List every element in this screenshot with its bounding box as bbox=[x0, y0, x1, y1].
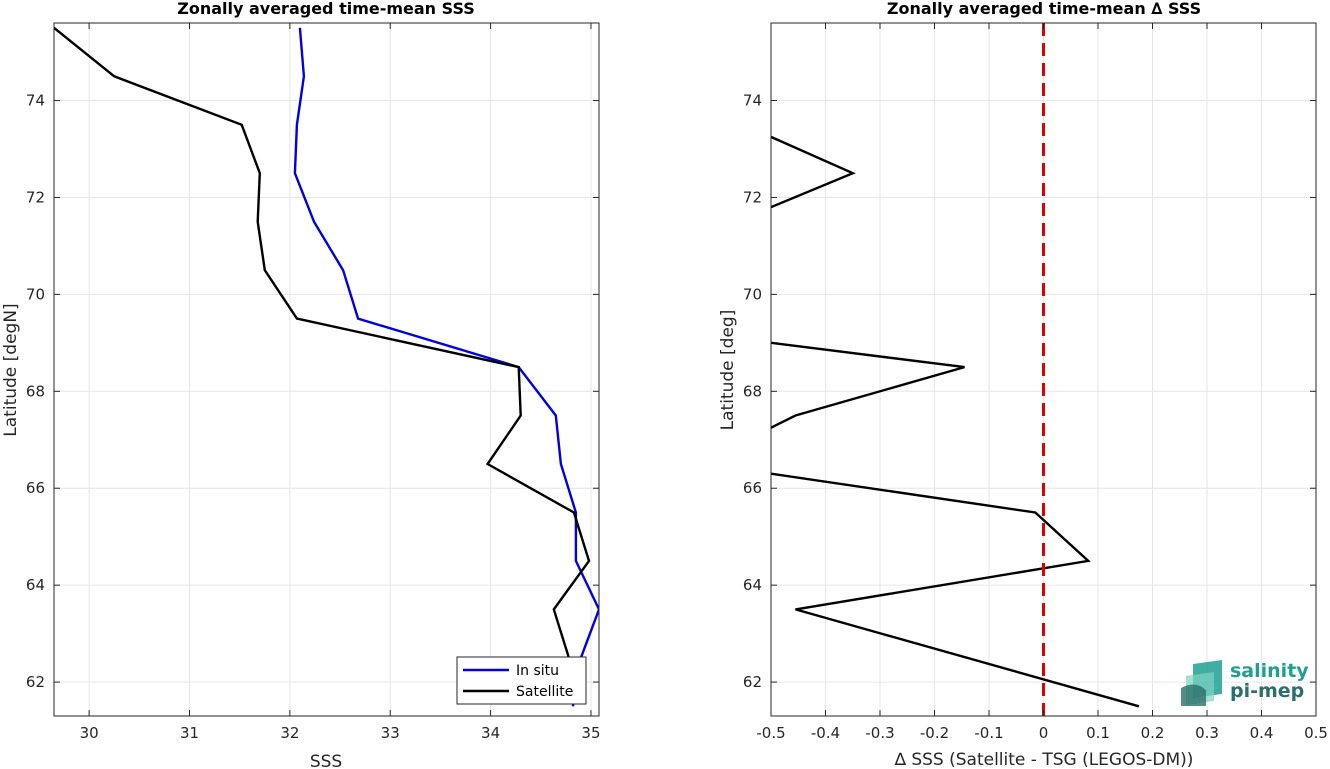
delta-sss-x-tick-label: -0.3 bbox=[865, 724, 894, 742]
sss-y-tick-label: 64 bbox=[26, 576, 45, 594]
sss-y-tick-label: 62 bbox=[26, 673, 45, 691]
delta-sss-panel-title: Zonally averaged time-mean ∆ SSS bbox=[887, 0, 1201, 18]
sss-y-tick-label: 74 bbox=[26, 92, 45, 110]
sss-panel: Zonally averaged time-mean SSS 30 31 32 33 3… bbox=[1, 0, 601, 769]
delta-sss-y-tick-label: 64 bbox=[743, 576, 762, 594]
delta-sss-x-tick-label: 0.4 bbox=[1250, 724, 1274, 742]
sss-series-group bbox=[54, 26, 599, 707]
delta-sss-x-tick-label: 0.2 bbox=[1141, 724, 1165, 742]
delta-sss-y-axis-label: Latitude [deg] bbox=[718, 310, 738, 431]
sss-y-tick-label: 72 bbox=[26, 188, 45, 206]
delta-sss-y-tick-label: 62 bbox=[743, 673, 762, 691]
sss-tick-group: 30 31 32 33 34 35 62 64 66 68 70 72 74 bbox=[26, 23, 601, 742]
legend-label-in-situ: In situ bbox=[516, 663, 559, 679]
delta-sss-x-tick-label: 0 bbox=[1039, 724, 1049, 742]
sss-y-tick-label: 68 bbox=[26, 382, 45, 400]
sss-y-tick-label: 66 bbox=[26, 479, 45, 497]
legend-label-satellite: Satellite bbox=[516, 684, 573, 700]
delta-sss-y-tick-label: 68 bbox=[743, 382, 762, 400]
legend-box bbox=[456, 656, 587, 705]
logo-text-salinity: salinity bbox=[1230, 660, 1309, 682]
delta-sss-tick-group: -0.5 -0.4 -0.3 -0.2 -0.1 0 0.1 0.2 0.3 0.4 0.5 62 64… bbox=[743, 23, 1328, 742]
delta-sss-y-tick-label: 74 bbox=[743, 92, 762, 110]
delta-sss-series-group bbox=[771, 23, 1140, 716]
delta-sss-x-tick-label: 0.3 bbox=[1195, 724, 1219, 742]
delta-sss-x-tick-label: -0.4 bbox=[811, 724, 840, 742]
delta-sss-x-tick-label: 0.1 bbox=[1086, 724, 1110, 742]
sss-y-tick-label: 70 bbox=[26, 285, 45, 303]
logo-wave-shape bbox=[1181, 684, 1206, 706]
delta-sss-x-tick-label: -0.5 bbox=[756, 724, 785, 742]
delta-sss-x-tick-label: -0.2 bbox=[920, 724, 949, 742]
sss-y-axis-label: Latitude [degN] bbox=[1, 303, 21, 436]
delta-sss-difference-line bbox=[771, 135, 856, 209]
sss-x-tick-label: 35 bbox=[581, 724, 600, 742]
sss-axes-box bbox=[53, 22, 600, 717]
delta-sss-y-tick-label: 72 bbox=[743, 188, 762, 206]
sss-x-axis-label: SSS bbox=[310, 752, 342, 769]
sss-x-tick-label: 31 bbox=[180, 724, 199, 742]
delta-sss-x-axis-label: ∆ SSS (Satellite - TSG (LEGOS-DM)) bbox=[894, 750, 1194, 769]
delta-sss-difference-line bbox=[771, 472, 1140, 708]
salinity-pi-mep-logo: salinity pi-mep bbox=[1181, 660, 1309, 706]
sss-grid bbox=[54, 23, 599, 716]
delta-sss-y-tick-label: 70 bbox=[743, 285, 762, 303]
sss-legend: In situ Satellite bbox=[456, 656, 587, 705]
sss-x-tick-label: 32 bbox=[280, 724, 299, 742]
delta-sss-difference-line bbox=[771, 341, 965, 429]
delta-sss-x-tick-label: -0.1 bbox=[974, 724, 1003, 742]
sss-x-tick-label: 34 bbox=[481, 724, 500, 742]
delta-sss-y-tick-label: 66 bbox=[743, 479, 762, 497]
sss-plot-background bbox=[54, 23, 599, 716]
sss-x-tick-label: 33 bbox=[381, 724, 400, 742]
logo-text-pi-mep: pi-mep bbox=[1230, 680, 1304, 702]
sss-series-satellite bbox=[54, 26, 591, 678]
delta-sss-panel: Zonally averaged time-mean ∆ SSS -0.5 -0.… bbox=[718, 0, 1328, 769]
delta-sss-x-tick-label: 0.5 bbox=[1304, 724, 1328, 742]
sss-panel-title: Zonally averaged time-mean SSS bbox=[177, 0, 475, 18]
sss-x-tick-label: 30 bbox=[80, 724, 99, 742]
